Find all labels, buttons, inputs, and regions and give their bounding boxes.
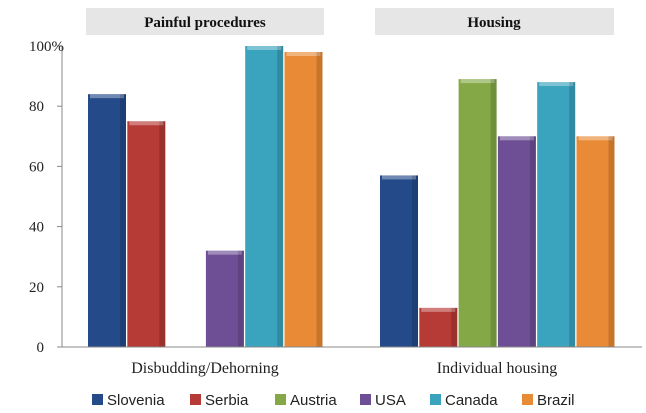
bar-canada-disbudding: [245, 46, 284, 347]
bar-shade: [529, 136, 536, 347]
bar-cap: [90, 94, 124, 99]
bar-slovenia-disbudding: [88, 94, 126, 347]
bar-cap: [421, 307, 456, 312]
legend-swatch: [92, 394, 103, 405]
bar-body: [88, 94, 126, 347]
bar-cap: [207, 250, 242, 255]
bar-shade: [120, 94, 126, 347]
bar-body: [284, 52, 323, 348]
panel-title-housing: Housing: [467, 15, 521, 31]
legend-item-austria: Austria: [275, 392, 337, 409]
category-label-individual-housing: Individual housing: [437, 360, 557, 377]
y-axis: 0 20 40 60 80 100%: [29, 39, 64, 356]
legend-swatch: [360, 394, 371, 405]
legend-label: Slovenia: [107, 392, 165, 409]
bar-serbia-housing: [419, 307, 458, 347]
bar-body: [245, 46, 284, 347]
bars: [88, 46, 615, 348]
bar-slovenia-housing: [380, 175, 418, 347]
bar-shade: [490, 79, 497, 348]
y-tick-label: 60: [29, 159, 44, 175]
legend-item-brazil: Brazil: [522, 392, 575, 409]
bar-brazil-disbudding: [284, 52, 323, 348]
bar-cap: [129, 121, 164, 126]
bar-shade: [608, 136, 615, 347]
bar-canada-housing: [537, 82, 576, 348]
y-tick-label: 0: [37, 340, 45, 356]
bar-body: [576, 136, 615, 347]
legend-label: Brazil: [537, 392, 575, 409]
bar-body: [419, 307, 458, 347]
bar-shade: [159, 121, 166, 347]
y-tick-label: 80: [29, 99, 44, 115]
bar-body: [458, 79, 497, 348]
bar-body: [497, 136, 536, 347]
legend-swatch: [190, 394, 201, 405]
bar-cap: [460, 79, 495, 84]
bar-shade: [277, 46, 284, 347]
bar-shade: [451, 307, 458, 347]
legend-item-canada: Canada: [430, 392, 498, 409]
bar-cap: [382, 175, 416, 180]
legend: Slovenia Serbia Austria USA Canada Brazil: [92, 392, 575, 409]
bar-cap: [247, 46, 282, 50]
bar-usa-disbudding: [205, 250, 244, 347]
y-tick-label: 20: [29, 280, 44, 296]
bar-body: [537, 82, 576, 348]
bar-body: [205, 250, 244, 347]
legend-label: Serbia: [205, 392, 249, 409]
bar-brazil-housing: [576, 136, 615, 347]
legend-item-usa: USA: [360, 392, 406, 409]
bar-cap: [286, 52, 321, 57]
bar-shade: [569, 82, 576, 348]
bar-cap: [578, 136, 613, 141]
bar-cap: [499, 136, 534, 141]
legend-swatch: [522, 394, 533, 405]
y-tick-label: 100%: [29, 39, 64, 55]
legend-item-serbia: Serbia: [190, 392, 249, 409]
panel-title-painful-procedures: Painful procedures: [144, 15, 266, 31]
bar-body: [127, 121, 166, 347]
bar-shade: [316, 52, 323, 348]
category-label-disbudding: Disbudding/Dehorning: [131, 360, 279, 377]
panel-header-housing: Housing: [375, 8, 614, 35]
legend-swatch: [275, 394, 286, 405]
bar-shade: [237, 250, 244, 347]
legend-label: Canada: [445, 392, 498, 409]
y-tick-label: 40: [29, 220, 44, 236]
legend-label: USA: [375, 392, 406, 409]
legend-label: Austria: [290, 392, 337, 409]
bar-body: [380, 175, 418, 347]
legend-item-slovenia: Slovenia: [92, 392, 165, 409]
legend-swatch: [430, 394, 441, 405]
panel-header-painful-procedures: Painful procedures: [86, 8, 324, 35]
bar-usa-housing: [497, 136, 536, 347]
bar-cap: [539, 82, 574, 87]
bar-serbia-disbudding: [127, 121, 166, 347]
bar-shade: [412, 175, 418, 347]
bar-austria-housing: [458, 79, 497, 348]
